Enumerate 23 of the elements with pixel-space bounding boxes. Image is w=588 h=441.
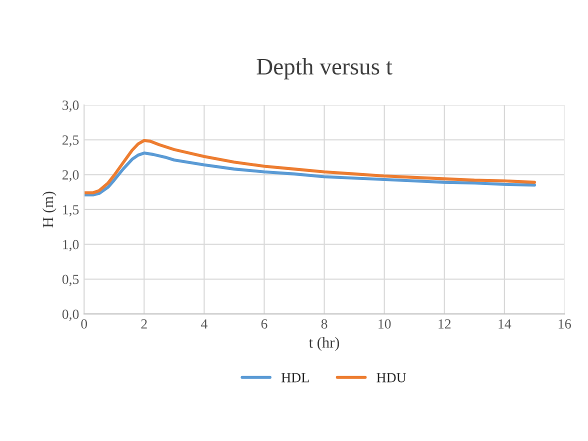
x-tick-label: 0 (81, 319, 88, 329)
x-tick-label: 8 (321, 319, 328, 329)
y-tick-label: 3,0 (62, 100, 79, 112)
x-tick-label: 14 (498, 319, 512, 328)
y-axis-title: H (m) (42, 192, 56, 228)
x-tick-label: 4 (200, 319, 208, 328)
y-tick-label: 1,5 (63, 205, 79, 216)
y-tick-label: 1,0 (63, 240, 79, 252)
x-tick-label: 16 (558, 319, 572, 329)
x-tick-label: 2 (141, 319, 147, 328)
line-series (84, 138, 536, 194)
y-tick-label: 0,5 (62, 274, 79, 286)
x-tick-label: 6 (261, 319, 268, 329)
line-series (84, 152, 536, 196)
y-tick-label: 2,5 (62, 135, 79, 147)
x-axis-title: t (hr) (308, 337, 340, 351)
y-tick-label: 2,0 (62, 170, 79, 182)
legend-label: HDU (376, 373, 406, 382)
chart-title: Depth versus t (256, 58, 392, 80)
x-tick-label: 12 (438, 319, 451, 328)
legend-label: HDL (281, 373, 309, 382)
x-tick-label: 10 (378, 319, 391, 329)
y-tick-label: 0,0 (62, 310, 79, 321)
